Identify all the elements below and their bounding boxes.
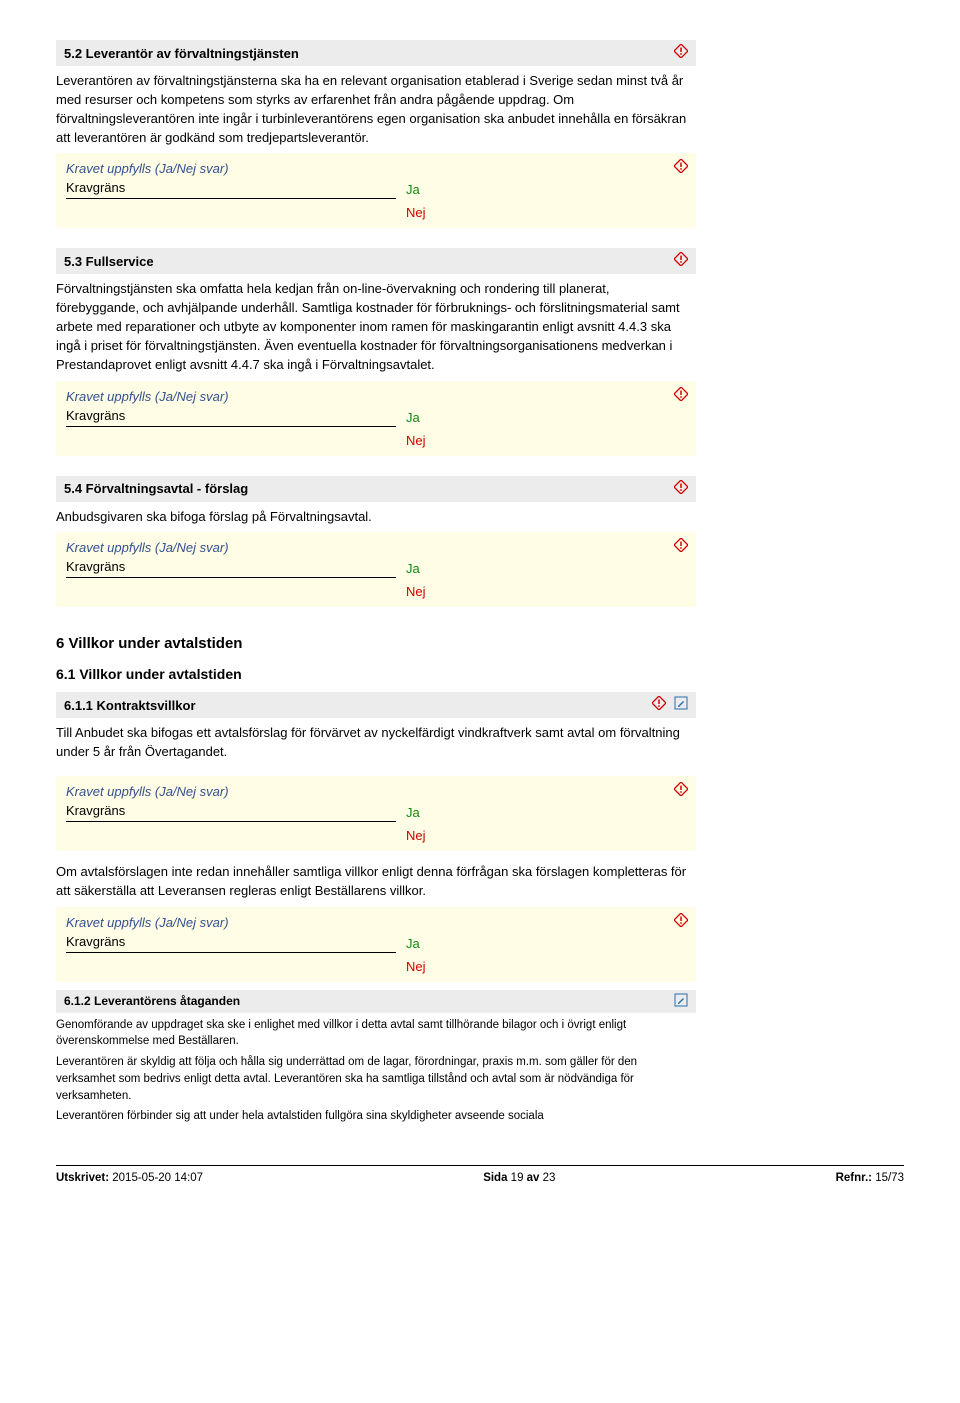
warning-icon bbox=[674, 44, 688, 62]
answer-nej: Nej bbox=[406, 199, 686, 220]
edit-icon bbox=[674, 697, 688, 713]
printed-label: Utskrivet: bbox=[56, 1172, 109, 1184]
answer-nej: Nej bbox=[406, 578, 686, 599]
answer-ja: Ja bbox=[396, 561, 420, 576]
warning-icon bbox=[674, 252, 688, 270]
kravgrans-label: Kravgräns bbox=[66, 934, 396, 953]
answer-ja: Ja bbox=[396, 936, 420, 951]
answer-nej: Nej bbox=[406, 822, 686, 843]
requirement-label: Kravet uppfylls (Ja/Nej svar) bbox=[66, 915, 686, 930]
kravgrans-label: Kravgräns bbox=[66, 408, 396, 427]
kravgrans-label: Kravgräns bbox=[66, 180, 396, 199]
section-6-1-1-body: Till Anbudet ska bifogas ett avtalsförsl… bbox=[56, 724, 696, 762]
warning-icon bbox=[674, 913, 688, 931]
requirement-label: Kravet uppfylls (Ja/Nej svar) bbox=[66, 389, 686, 404]
page-total: 23 bbox=[543, 1172, 556, 1184]
warning-icon bbox=[674, 387, 688, 405]
page-of: av bbox=[523, 1172, 542, 1184]
requirement-box: Kravet uppfylls (Ja/Nej svar) Kravgräns … bbox=[56, 907, 696, 982]
requirement-box: Kravet uppfylls (Ja/Nej svar) Kravgräns … bbox=[56, 776, 696, 851]
answer-ja: Ja bbox=[396, 805, 420, 820]
kravgrans-label: Kravgräns bbox=[66, 559, 396, 578]
warning-icon bbox=[674, 782, 688, 800]
requirement-box: Kravet uppfylls (Ja/Nej svar) Kravgräns … bbox=[56, 153, 696, 228]
section-6-1-2-p1: Genomförande av uppdraget ska ske i enli… bbox=[56, 1017, 696, 1050]
requirement-label: Kravet uppfylls (Ja/Nej svar) bbox=[66, 784, 686, 799]
section-5-2-header: 5.2 Leverantör av förvaltningstjänsten bbox=[56, 40, 696, 66]
requirement-label: Kravet uppfylls (Ja/Nej svar) bbox=[66, 161, 686, 176]
warning-icon bbox=[674, 538, 688, 556]
section-5-3-header: 5.3 Fullservice bbox=[56, 248, 696, 274]
requirement-box: Kravet uppfylls (Ja/Nej svar) Kravgräns … bbox=[56, 381, 696, 456]
section-6-1-1-body2: Om avtalsförslagen inte redan innehåller… bbox=[56, 863, 696, 901]
page-label: Sida bbox=[483, 1172, 510, 1184]
section-5-4-header: 5.4 Förvaltningsavtal - förslag bbox=[56, 476, 696, 502]
section-5-3-title: 5.3 Fullservice bbox=[64, 254, 670, 269]
warning-icon bbox=[674, 480, 688, 498]
requirement-box: Kravet uppfylls (Ja/Nej svar) Kravgräns … bbox=[56, 532, 696, 607]
section-5-2-body: Leverantören av förvaltningstjänsterna s… bbox=[56, 72, 696, 147]
requirement-label: Kravet uppfylls (Ja/Nej svar) bbox=[66, 540, 686, 555]
section-6-1-title: 6.1 Villkor under avtalstiden bbox=[56, 666, 696, 682]
ref-value: 15/73 bbox=[872, 1172, 904, 1184]
section-5-3-body: Förvaltningstjänsten ska omfatta hela ke… bbox=[56, 280, 696, 374]
answer-nej: Nej bbox=[406, 953, 686, 974]
section-6-1-2-title: 6.1.2 Leverantörens åtaganden bbox=[64, 994, 240, 1008]
answer-ja: Ja bbox=[396, 410, 420, 425]
warning-icon bbox=[652, 697, 666, 714]
edit-icon bbox=[674, 993, 688, 1010]
warning-icon bbox=[674, 159, 688, 177]
section-6-1-2-header: 6.1.2 Leverantörens åtaganden bbox=[56, 990, 696, 1013]
section-6-1-2-p2: Leverantören är skyldig att följa och hå… bbox=[56, 1054, 696, 1104]
ref-label: Refnr.: bbox=[836, 1172, 872, 1184]
answer-ja: Ja bbox=[396, 182, 420, 197]
page-number: 19 bbox=[511, 1172, 524, 1184]
section-5-4-body: Anbudsgivaren ska bifoga förslag på Förv… bbox=[56, 508, 696, 527]
printed-value: 2015-05-20 14:07 bbox=[109, 1172, 203, 1184]
page-footer: Utskrivet: 2015-05-20 14:07 Sida 19 av 2… bbox=[56, 1165, 904, 1184]
section-6-1-2-p3: Leverantören förbinder sig att under hel… bbox=[56, 1108, 696, 1125]
kravgrans-label: Kravgräns bbox=[66, 803, 396, 822]
section-5-2-title: 5.2 Leverantör av förvaltningstjänsten bbox=[64, 46, 670, 61]
section-6-1-1-header: 6.1.1 Kontraktsvillkor bbox=[56, 692, 696, 718]
answer-nej: Nej bbox=[406, 427, 686, 448]
section-6-title: 6 Villkor under avtalstiden bbox=[56, 635, 696, 652]
section-6-1-1-title: 6.1.1 Kontraktsvillkor bbox=[64, 698, 648, 713]
section-5-4-title: 5.4 Förvaltningsavtal - förslag bbox=[64, 481, 670, 496]
